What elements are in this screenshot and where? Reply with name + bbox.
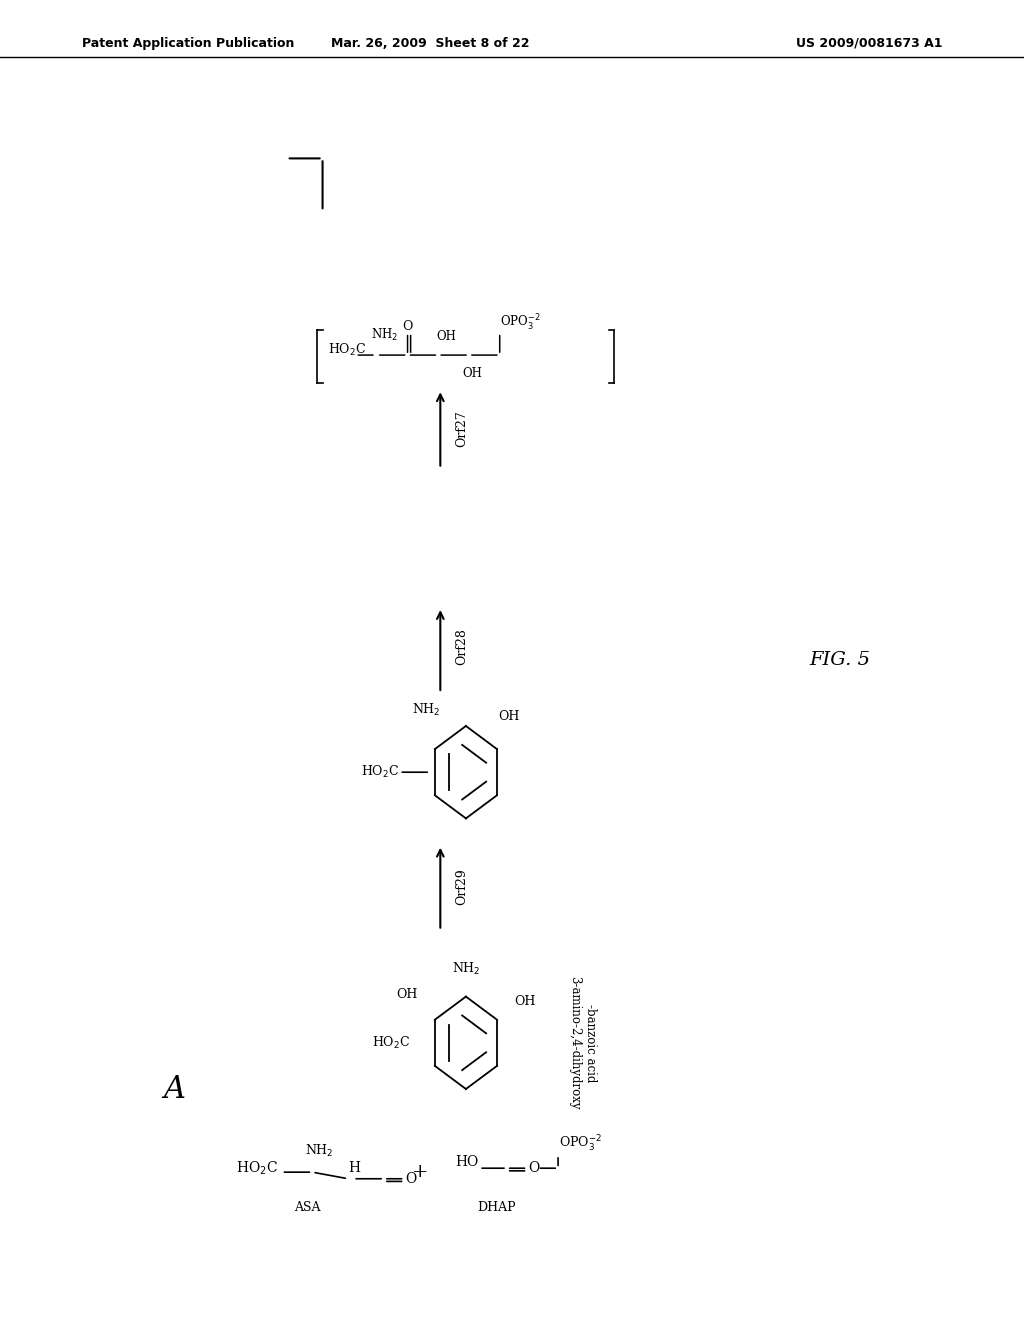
Text: OH: OH (499, 710, 519, 723)
Text: NH$_2$: NH$_2$ (371, 327, 397, 343)
Text: ASA: ASA (294, 1201, 321, 1214)
Text: OH: OH (436, 330, 456, 343)
Text: 3-amino-2,4-dihydroxy: 3-amino-2,4-dihydroxy (568, 975, 582, 1110)
Text: H: H (348, 1162, 360, 1175)
Text: O: O (406, 1172, 417, 1185)
Text: FIG. 5: FIG. 5 (809, 651, 870, 669)
Text: NH$_2$: NH$_2$ (452, 961, 480, 977)
Text: Orf28: Orf28 (456, 628, 469, 665)
Text: OH: OH (514, 995, 536, 1008)
Text: Mar. 26, 2009  Sheet 8 of 22: Mar. 26, 2009 Sheet 8 of 22 (331, 37, 529, 50)
Text: A: A (163, 1073, 185, 1105)
Text: OH: OH (396, 989, 418, 1001)
Text: HO$_2$C: HO$_2$C (372, 1035, 410, 1051)
Text: HO$_2$C: HO$_2$C (236, 1159, 278, 1177)
Text: HO$_2$C: HO$_2$C (361, 764, 399, 780)
Text: HO$_2$C: HO$_2$C (328, 342, 366, 358)
Text: HO: HO (456, 1155, 479, 1168)
Text: Orf29: Orf29 (456, 869, 469, 906)
Text: NH$_2$: NH$_2$ (413, 702, 440, 718)
Text: +: + (412, 1163, 428, 1181)
Text: Orf27: Orf27 (456, 411, 469, 447)
Text: DHAP: DHAP (477, 1201, 516, 1214)
Text: Patent Application Publication: Patent Application Publication (82, 37, 294, 50)
Text: O: O (402, 319, 413, 333)
Text: O: O (528, 1162, 540, 1175)
Text: OH: OH (463, 367, 482, 380)
Text: NH$_2$: NH$_2$ (305, 1143, 334, 1159)
Text: OPO$_3^{-2}$: OPO$_3^{-2}$ (559, 1134, 602, 1154)
Text: OPO$_3^{-2}$: OPO$_3^{-2}$ (500, 313, 541, 333)
Text: -banzoic acid: -banzoic acid (584, 1003, 597, 1082)
Text: US 2009/0081673 A1: US 2009/0081673 A1 (796, 37, 942, 50)
